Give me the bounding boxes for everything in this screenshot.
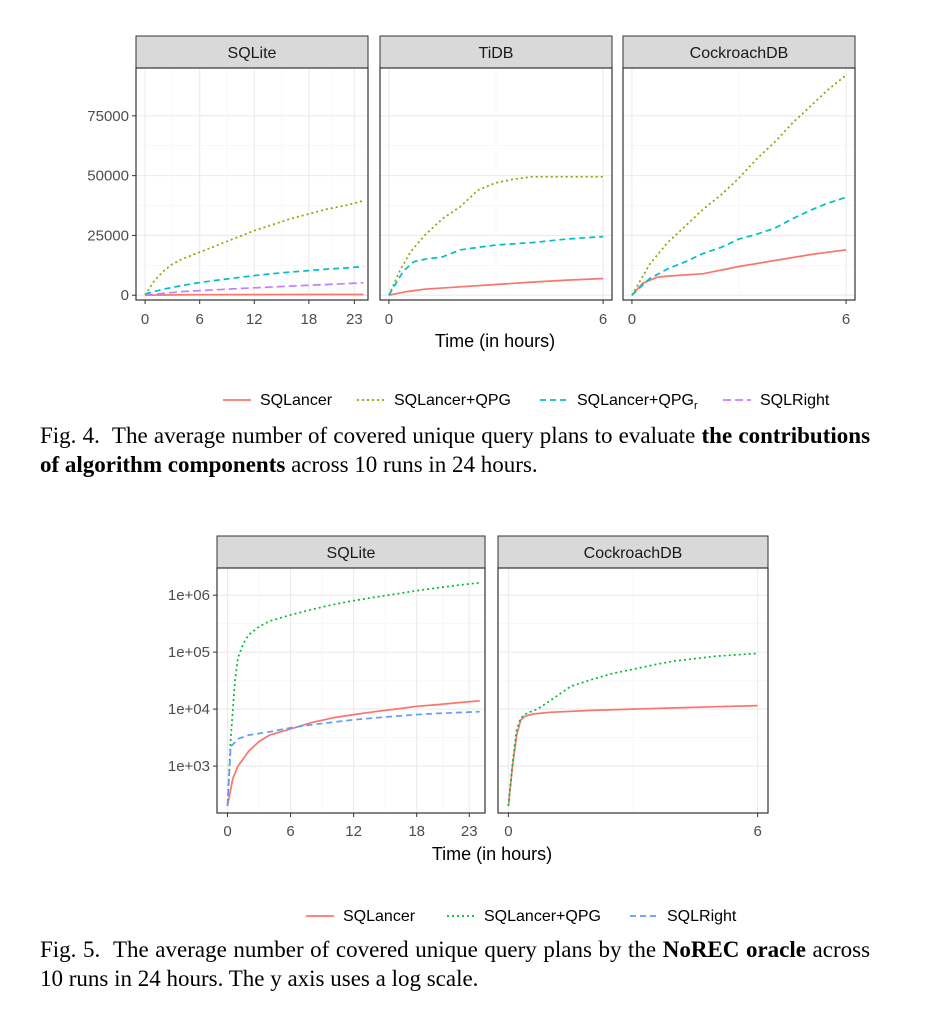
y-tick-label: 1e+03 xyxy=(168,758,210,775)
series-line-sqlancer-qpg xyxy=(226,581,480,806)
x-tick-label: 0 xyxy=(385,311,393,328)
x-axis-label: Time (in hours) xyxy=(432,844,552,864)
x-tick-label: 6 xyxy=(842,311,850,328)
panel-title: SQLite xyxy=(327,545,376,562)
panel-border xyxy=(135,67,369,301)
panel-border xyxy=(497,567,769,814)
plot-area xyxy=(217,568,485,813)
x-tick-label: 6 xyxy=(286,823,294,840)
panel-title: CockroachDB xyxy=(584,545,683,562)
series-line-sqlancer-qpg xyxy=(144,199,364,296)
series-line-sqlancer-qpg-r xyxy=(631,196,847,296)
legend-label: SQLancer+QPG xyxy=(484,908,601,925)
y-tick-label: 1e+05 xyxy=(168,644,210,661)
panel-strip xyxy=(135,35,369,69)
figure-4-caption: Fig. 4. The average number of covered un… xyxy=(40,421,870,479)
y-tick-label: 1e+04 xyxy=(168,701,210,718)
figure-4-caption-emphasis: the contributions of algorithm component… xyxy=(40,423,871,477)
legend-label: SQLRight xyxy=(760,392,830,409)
panel-tidb: TiDB 0 6 xyxy=(379,35,613,328)
legend-item-sqlancer-qpg: SQLancer+QPG xyxy=(357,392,511,409)
legend-item-sqlancer-qpg: SQLancer+QPG xyxy=(447,908,601,925)
legend-label: SQLancer+QPGr xyxy=(577,392,698,412)
x-tick-label: 23 xyxy=(461,823,478,840)
x-tick-label: 0 xyxy=(628,311,636,328)
series-line-sqlancer-qpg-r xyxy=(388,235,604,296)
panel-border xyxy=(379,67,613,301)
panel-strip xyxy=(379,35,613,69)
panel-strip xyxy=(216,535,486,569)
x-tick-label: 0 xyxy=(141,311,149,328)
plot-area xyxy=(136,68,368,300)
figure-5-caption-tail: across 10 runs in 24 hours. The y axis u… xyxy=(40,937,871,991)
y-tick-label: 50000 xyxy=(87,168,129,185)
series-line-sqlancer-qpg xyxy=(507,652,758,806)
series-line-sqlright xyxy=(226,710,480,806)
figure-5-caption-text: The average number of covered unique que… xyxy=(112,937,657,962)
legend-label: SQLancer xyxy=(343,908,416,925)
y-tick-label: 75000 xyxy=(87,108,129,125)
x-tick-label: 12 xyxy=(246,311,263,328)
y-tick-label: 25000 xyxy=(87,227,129,244)
legend-label: SQLancer xyxy=(260,392,333,409)
series-line-sqlancer xyxy=(388,277,604,297)
x-tick-label: 18 xyxy=(408,823,425,840)
series-line-sqlright xyxy=(145,281,364,297)
figure-5-label: Fig. 5. xyxy=(40,937,101,962)
y-tick-label: 1e+06 xyxy=(168,587,210,604)
figure-5-caption: Fig. 5. The average number of covered un… xyxy=(40,935,870,993)
legend: SQLancer SQLancer+QPG SQLancer+QPGr SQLRigh… xyxy=(223,392,830,412)
panel-title: TiDB xyxy=(479,45,514,62)
panel-title: SQLite xyxy=(228,45,277,62)
figure-4-caption-text: The average number of covered unique que… xyxy=(111,423,696,448)
series-line-sqlancer xyxy=(226,699,480,807)
figure-4-caption-tail: across 10 runs in 24 hours. xyxy=(291,452,538,477)
legend: SQLancer SQLancer+QPG SQLRight xyxy=(306,908,737,925)
legend-item-sqlancer-qpg-r: SQLancer+QPGr xyxy=(540,392,698,412)
legend-label: SQLancer+QPG xyxy=(394,392,511,409)
legend-item-sqlancer: SQLancer xyxy=(223,392,333,409)
legend-item-sqlright: SQLRight xyxy=(630,908,737,925)
legend-label: SQLRight xyxy=(667,908,737,925)
series-line-sqlancer-qpg xyxy=(631,74,847,296)
panel-sqlite: SQLite 0 6 12 18 23 0 25000 50000 75000 xyxy=(87,35,369,328)
x-tick-label: 18 xyxy=(301,311,318,328)
series-line-sqlancer-qpg-r xyxy=(144,265,364,295)
panel-sqlite: SQLite 0 6 12 18 23 1e+03 1e+04 1e+05 1e+06 xyxy=(168,535,486,840)
legend-item-sqlright: SQLRight xyxy=(723,392,830,409)
x-axis-label: Time (in hours) xyxy=(435,331,555,351)
panel-cockroachdb: CockroachDB 0 6 xyxy=(622,35,856,328)
panel-strip xyxy=(497,535,769,569)
legend-item-sqlancer: SQLancer xyxy=(306,908,416,925)
series-line-sqlancer-qpg xyxy=(388,175,604,296)
x-tick-label: 23 xyxy=(346,311,363,328)
panel-strip xyxy=(622,35,856,69)
x-tick-label: 6 xyxy=(599,311,607,328)
panel-cockroachdb: CockroachDB 0 6 xyxy=(497,535,769,840)
x-tick-label: 12 xyxy=(345,823,362,840)
series-line-sqlancer xyxy=(145,293,364,297)
x-tick-label: 6 xyxy=(196,311,204,328)
x-tick-label: 0 xyxy=(504,823,512,840)
figure-5-caption-emphasis: NoREC oracle xyxy=(662,937,806,962)
panel-title: CockroachDB xyxy=(690,45,789,62)
x-tick-label: 0 xyxy=(223,823,231,840)
y-tick-label: 0 xyxy=(121,287,129,304)
x-tick-label: 6 xyxy=(753,823,761,840)
panel-border xyxy=(216,567,486,814)
panel-border xyxy=(622,67,856,301)
figure-4-label: Fig. 4. xyxy=(40,423,100,448)
figure-5-chart: SQLite 0 6 12 18 23 1e+03 1e+04 1e+05 1e+06 Cockro… xyxy=(168,535,769,925)
